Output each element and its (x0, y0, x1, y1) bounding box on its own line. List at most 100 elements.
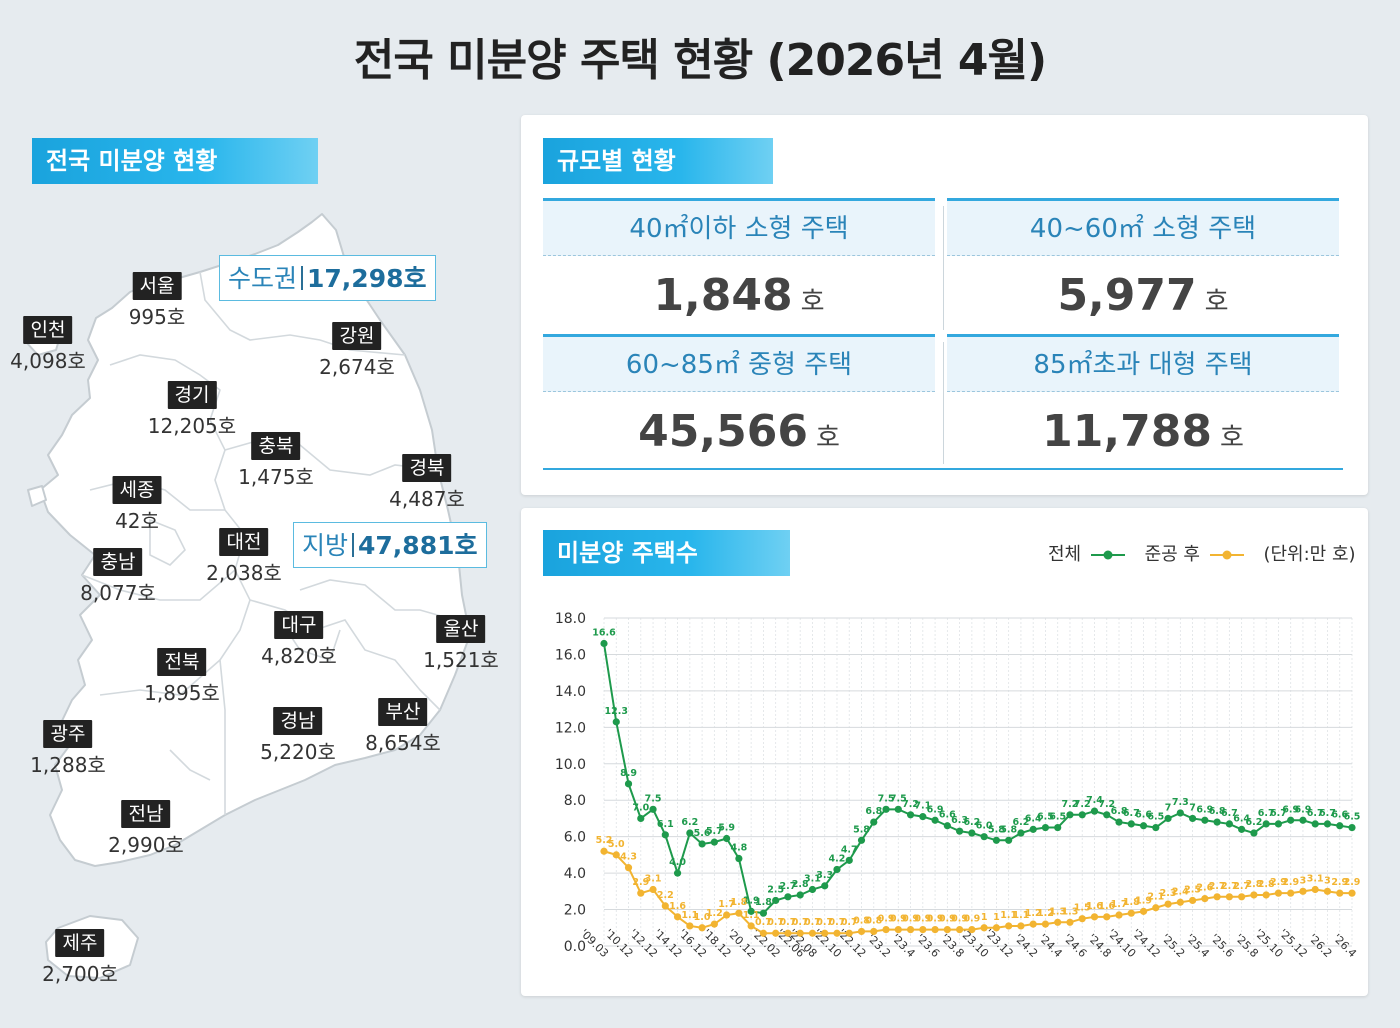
series-after-point (1323, 887, 1332, 895)
series-total-point (1311, 820, 1319, 828)
scale-unit: 호 (1219, 423, 1244, 453)
region-gyeongbuk[interactable]: 경북 4,487호 (389, 454, 465, 512)
series-after-data-label: 2.9 (632, 877, 649, 888)
series-after-point (673, 913, 682, 921)
region-name: 부산 (378, 698, 428, 726)
region-jeonnam[interactable]: 전남 2,990호 (108, 800, 184, 858)
provincial-area-box: 지방 47,881호 (293, 522, 487, 568)
series-after-point (1213, 893, 1221, 901)
region-gangwon[interactable]: 강원 2,674호 (319, 322, 395, 380)
region-value: 8,077호 (80, 581, 156, 605)
series-total-data-label: 5.7 (706, 826, 723, 837)
region-value: 1,895호 (144, 681, 220, 705)
series-total-point (1188, 814, 1197, 823)
series-after-point (1176, 898, 1184, 906)
scale-label: 40㎡이하 소형 주택 (543, 198, 935, 256)
series-after-point (1262, 891, 1270, 899)
series-total-point (747, 907, 755, 915)
series-after-point (919, 926, 927, 934)
series-after-data-label: 1.9 (1135, 895, 1152, 906)
y-tick-label: 4.0 (564, 866, 586, 882)
series-total-data-label: 4.7 (841, 844, 858, 855)
region-seoul[interactable]: 서울 995호 (129, 272, 185, 330)
series-after-data-label: 0.9 (951, 914, 968, 925)
series-total-data-label: 5.8 (853, 824, 870, 835)
series-total-point (931, 816, 939, 824)
series-total-point (956, 827, 964, 835)
series-after-data-label: 0.9 (939, 914, 956, 925)
series-total-data-label: 6.4 (1025, 813, 1042, 824)
region-sejong[interactable]: 세종 42호 (112, 476, 162, 534)
series-total-data-label: 6.6 (1135, 810, 1152, 821)
y-tick-label: 18.0 (555, 611, 586, 627)
region-gyeongnam[interactable]: 경남 5,220호 (260, 707, 336, 765)
region-name: 경남 (273, 707, 323, 735)
region-chungnam[interactable]: 충남 8,077호 (80, 548, 156, 606)
series-after-point (845, 929, 853, 937)
series-after-point (1250, 891, 1258, 899)
series-total-point (649, 805, 657, 813)
chart-panel (521, 508, 1368, 996)
region-chungbuk[interactable]: 충북 1,475호 (238, 432, 314, 490)
series-total-data-label: 7.3 (1172, 797, 1189, 808)
region-gyeonggi[interactable]: 경기 12,205호 (148, 381, 236, 439)
region-gwangju[interactable]: 광주 1,288호 (30, 720, 106, 778)
series-total-point (1250, 829, 1258, 837)
series-after-data-label: 0.9 (914, 914, 931, 925)
series-total-point (1090, 807, 1099, 815)
series-total-data-label: 6.5 (1037, 812, 1054, 823)
region-name: 서울 (132, 272, 182, 300)
series-after-data-label: 0.7 (841, 917, 858, 928)
region-ulsan[interactable]: 울산 1,521호 (423, 615, 499, 673)
series-after-point (1152, 904, 1160, 912)
region-name: 광주 (43, 720, 93, 748)
region-name: 경기 (167, 381, 217, 409)
series-total-point (845, 856, 853, 864)
series-total-data-label: 7 (1189, 802, 1196, 813)
series-after-point (698, 924, 706, 932)
unsold-housing-chart: 0.02.04.06.08.010.012.014.016.018.0'09.0… (555, 611, 1360, 961)
region-daegu[interactable]: 대구 4,820호 (261, 611, 337, 669)
scale-value: 45,566 (638, 406, 808, 457)
region-value: 1,475호 (238, 465, 314, 489)
series-total-data-label: 6.1 (657, 819, 674, 830)
series-after-data-label: 3.1 (1307, 874, 1324, 885)
series-total-point (943, 822, 951, 830)
series-total-point (1029, 825, 1037, 833)
series-after-point (1127, 909, 1135, 917)
y-tick-label: 14.0 (555, 684, 586, 700)
scale-label: 60~85㎡ 중형 주택 (543, 334, 935, 392)
scale-value-row: 1,848 호 (543, 256, 935, 336)
series-total-point (906, 811, 915, 819)
region-busan[interactable]: 부산 8,654호 (365, 698, 441, 756)
series-total-point (784, 893, 792, 901)
x-tick-label: '24.12 (1129, 927, 1163, 961)
map-section-tag: 전국 미분양 현황 (32, 138, 318, 184)
series-total-data-label: 6.2 (681, 817, 698, 828)
series-after-point (710, 920, 718, 928)
series-total-point (1299, 816, 1307, 824)
series-after-point (1274, 889, 1283, 897)
series-total-data-label: 6.7 (1307, 808, 1324, 819)
region-value: 4,098호 (10, 349, 86, 373)
series-total-data-label: 7.2 (902, 799, 919, 810)
series-total-data-label: 5.6 (694, 828, 711, 839)
series-after-data-label: 1.5 (1074, 903, 1091, 914)
series-total-point (735, 854, 743, 863)
series-after-data-label: 2.8 (1258, 879, 1275, 890)
region-jeonbuk[interactable]: 전북 1,895호 (144, 648, 220, 706)
series-after-point (931, 926, 939, 934)
series-total-point (1017, 829, 1025, 837)
series-total-point (686, 829, 694, 837)
series-after-data-label: 5.2 (596, 835, 613, 846)
series-total-point (637, 814, 645, 823)
series-total-point (1225, 820, 1233, 828)
region-value: 1,521호 (423, 648, 499, 672)
region-jeju[interactable]: 제주 2,700호 (42, 929, 118, 987)
region-incheon[interactable]: 인천 4,098호 (10, 316, 86, 374)
region-name: 전북 (157, 648, 207, 676)
series-total-point (919, 813, 927, 821)
region-daejeon[interactable]: 대전 2,038호 (206, 528, 282, 586)
series-after-data-label: 0.7 (829, 917, 846, 928)
series-after-data-label: 5.0 (608, 839, 625, 850)
